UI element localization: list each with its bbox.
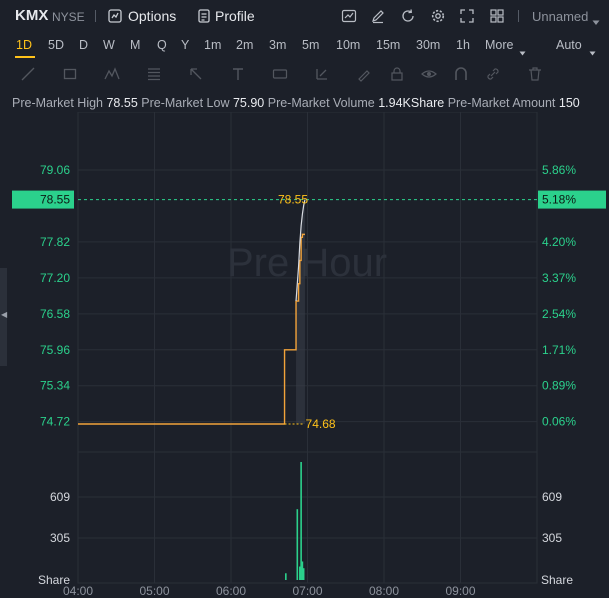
link-icon[interactable] <box>485 66 501 82</box>
layout-name-select[interactable]: Unnamed <box>532 9 588 24</box>
chevron-down-icon[interactable] <box>519 43 526 61</box>
measure-tool-icon[interactable] <box>314 66 330 82</box>
premarket-low-label: Pre-Market Low <box>141 96 229 110</box>
refresh-icon[interactable] <box>400 8 416 24</box>
profile-button[interactable]: Profile <box>215 8 255 24</box>
percent-tick-label: 3.37% <box>542 271 576 285</box>
percent-tick-label: 2.54% <box>542 307 576 321</box>
text-tool-icon[interactable] <box>230 66 246 82</box>
premarket-amount-value: 150 <box>559 96 580 110</box>
delete-icon[interactable] <box>527 66 543 82</box>
interval-month[interactable]: M <box>130 38 140 52</box>
interval-2m[interactable]: 2m <box>236 38 253 52</box>
interval-5d[interactable]: 5D <box>48 38 64 52</box>
eye-icon[interactable] <box>421 66 437 82</box>
drawing-toolbar <box>0 62 609 88</box>
time-tick-label: 05:00 <box>139 584 169 598</box>
interval-15m[interactable]: 15m <box>376 38 400 52</box>
price-chart[interactable]: Pre Hour 79.0677.8277.2076.5875.9675.347… <box>0 112 609 598</box>
percent-tick-label: 4.20% <box>542 235 576 249</box>
interval-1h[interactable]: 1h <box>456 38 470 52</box>
edit-icon[interactable] <box>370 8 386 24</box>
interval-week[interactable]: W <box>103 38 115 52</box>
interval-year[interactable]: Y <box>181 38 189 52</box>
volume-bar <box>297 509 299 580</box>
settings-icon[interactable] <box>430 8 446 24</box>
more-intervals-button[interactable]: More <box>485 38 513 52</box>
active-interval-indicator <box>15 56 35 58</box>
rectangle-tool-icon[interactable] <box>62 66 78 82</box>
layout-grid-icon[interactable] <box>489 8 505 24</box>
price-label-tool-icon[interactable] <box>272 66 288 82</box>
interval-1m[interactable]: 1m <box>204 38 221 52</box>
chart-watermark: Pre Hour <box>227 241 387 285</box>
premarket-high-value: 78.55 <box>106 96 137 110</box>
time-tick-label: 09:00 <box>445 584 475 598</box>
price-tick-label: 75.34 <box>40 379 70 393</box>
interval-quarter[interactable]: Q <box>157 38 167 52</box>
price-tick-label: 74.72 <box>40 415 70 429</box>
price-tick-label: 79.06 <box>40 163 70 177</box>
prev-close-annotation: 74.68 <box>306 417 336 431</box>
volume-bar <box>303 568 305 580</box>
interval-day[interactable]: D <box>79 38 88 52</box>
volume-bars <box>285 462 304 580</box>
price-tick-label: 77.82 <box>40 235 70 249</box>
arrow-tool-icon[interactable] <box>188 66 204 82</box>
exchange-label: NYSE <box>52 10 85 24</box>
interval-10m[interactable]: 10m <box>336 38 360 52</box>
pattern-tool-icon[interactable] <box>104 66 120 82</box>
profile-icon[interactable] <box>196 8 212 24</box>
interval-3m[interactable]: 3m <box>269 38 286 52</box>
last-price-annotation: 78.55 <box>278 193 308 207</box>
interval-5m[interactable]: 5m <box>302 38 319 52</box>
percent-tick-label: 0.06% <box>542 415 576 429</box>
volume-tick-label: 609 <box>50 490 70 504</box>
divider <box>518 10 519 22</box>
brush-tool-icon[interactable] <box>356 66 372 82</box>
current-percent-label: 5.18% <box>542 193 576 207</box>
price-series <box>78 200 305 424</box>
symbol-label[interactable]: KMX <box>15 7 48 24</box>
magnet-icon[interactable] <box>453 66 469 82</box>
options-button[interactable]: Options <box>128 8 176 24</box>
premarket-high-label: Pre-Market High <box>12 96 103 110</box>
time-tick-label: 08:00 <box>369 584 399 598</box>
premarket-volume-label: Pre-Market Volume <box>268 96 375 110</box>
premarket-amount-label: Pre-Market Amount <box>448 96 556 110</box>
premarket-low-value: 75.90 <box>233 96 264 110</box>
volume-tick-label: 305 <box>50 531 70 545</box>
price-tick-label: 75.96 <box>40 343 70 357</box>
premarket-info-bar: Pre-Market High 78.55 Pre-Market Low 75.… <box>12 96 580 110</box>
interval-1d[interactable]: 1D <box>16 38 32 52</box>
percent-tick-label: 5.86% <box>542 163 576 177</box>
price-tick-label: 76.58 <box>40 307 70 321</box>
auto-scale-select[interactable]: Auto <box>556 38 582 52</box>
time-tick-label: 06:00 <box>216 584 246 598</box>
chevron-down-icon[interactable] <box>592 13 600 31</box>
lock-icon[interactable] <box>389 66 405 82</box>
fibonacci-tool-icon[interactable] <box>146 66 162 82</box>
volume-bar <box>285 573 287 580</box>
chart-type-icon[interactable] <box>341 8 357 24</box>
fullscreen-icon[interactable] <box>459 8 475 24</box>
divider <box>95 10 96 22</box>
chart-grid <box>78 112 537 583</box>
trend-line-tool-icon[interactable] <box>20 66 36 82</box>
chevron-down-icon[interactable] <box>589 43 596 61</box>
percent-tick-label: 0.89% <box>542 379 576 393</box>
volume-unit-label: Share <box>541 573 573 587</box>
price-tick-label: 77.20 <box>40 271 70 285</box>
premarket-volume-value: 1.94KShare <box>378 96 444 110</box>
time-tick-label: 04:00 <box>63 584 93 598</box>
options-icon[interactable] <box>107 8 123 24</box>
percent-tick-label: 1.71% <box>542 343 576 357</box>
current-price-label: 78.55 <box>40 193 70 207</box>
volume-tick-label: 609 <box>542 490 562 504</box>
time-tick-label: 07:00 <box>292 584 322 598</box>
price-annotations: 78.55 5.18% 78.55 74.68 <box>12 191 606 431</box>
volume-tick-label: 305 <box>542 531 562 545</box>
interval-30m[interactable]: 30m <box>416 38 440 52</box>
